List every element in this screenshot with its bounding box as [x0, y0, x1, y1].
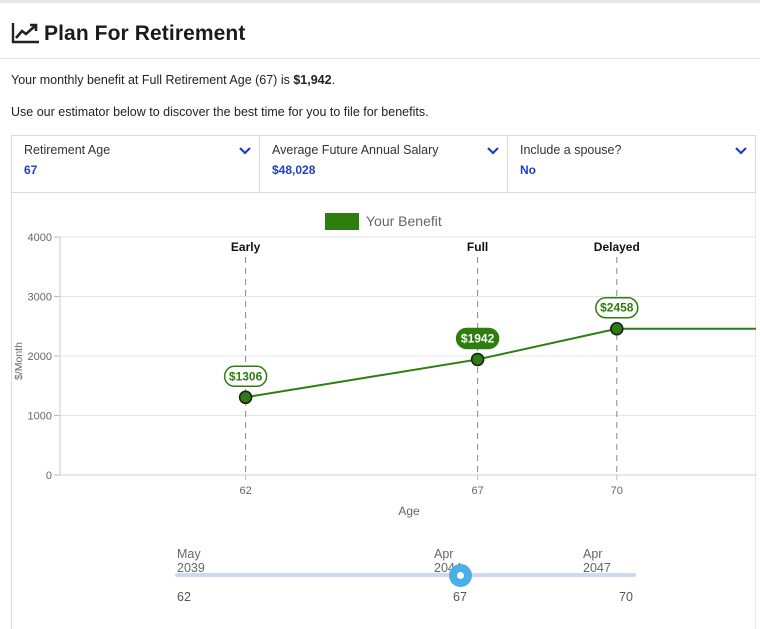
spouse-value: No	[520, 163, 536, 177]
salary-label: Average Future Annual Salary	[272, 143, 439, 157]
data-label-bubble	[595, 296, 639, 319]
benefit-summary: Your monthly benefit at Full Retirement …	[11, 73, 335, 87]
chevron-down-icon	[735, 147, 747, 155]
chart-panel	[11, 193, 756, 629]
slider-track[interactable]	[175, 573, 636, 577]
slider-thumb[interactable]	[449, 564, 472, 587]
slider-age-full: 67	[453, 590, 467, 604]
data-label: $1306	[229, 369, 263, 383]
top-border	[0, 0, 760, 3]
data-label: $1942	[461, 331, 495, 345]
chart-axes: 0 1000 2000 3000 4000 62 67 70	[28, 232, 756, 497]
y-tick-label: 3000	[28, 292, 52, 304]
y-tick-label: 0	[46, 470, 52, 482]
legend-swatch	[325, 213, 359, 230]
benefit-suffix: .	[331, 73, 336, 87]
x-axis-label: Age	[398, 504, 420, 518]
estimator-text: Use our estimator below to discover the …	[11, 105, 429, 119]
chevron-down-icon	[239, 147, 251, 155]
chart-series: $1306 $1942 $2458	[223, 296, 756, 405]
salary-select[interactable]: Average Future Annual Salary $48,028	[260, 136, 508, 192]
slider-date-early: May 2039	[177, 547, 205, 575]
spouse-label: Include a spouse?	[520, 143, 622, 157]
x-tick-label: 62	[239, 485, 251, 497]
salary-value: $48,028	[272, 163, 316, 177]
data-label-bubble	[455, 327, 500, 350]
retirement-age-label: Retirement Age	[24, 143, 111, 157]
marker-label-delayed: Delayed	[594, 240, 640, 254]
slider-date-delayed: Apr 2047	[583, 547, 611, 575]
x-tick-label: 70	[611, 485, 623, 497]
data-point	[470, 352, 485, 367]
page-header: Plan For Retirement	[0, 3, 760, 59]
spouse-select[interactable]: Include a spouse? No	[508, 136, 755, 192]
retirement-age-select[interactable]: Retirement Age 67	[12, 136, 260, 192]
chart-legend[interactable]: Your Benefit	[325, 213, 442, 230]
data-label: $2458	[600, 301, 634, 315]
legend-label: Your Benefit	[366, 213, 442, 229]
marker-label-full: Full	[467, 240, 488, 254]
data-point	[238, 390, 253, 405]
x-tick-label: 67	[471, 485, 483, 497]
retirement-age-value: 67	[24, 163, 38, 177]
y-axis-label: $/Month	[13, 342, 25, 380]
slider-age-delayed: 70	[619, 590, 633, 604]
slider-age-early: 62	[177, 590, 191, 604]
y-tick-label: 2000	[28, 351, 52, 363]
chart-markers: Early Full Delayed	[231, 240, 640, 475]
data-label-bubble	[223, 365, 268, 388]
chevron-down-icon	[487, 147, 499, 155]
benefit-prefix: Your monthly benefit at Full Retirement …	[11, 73, 294, 87]
y-tick-label: 4000	[28, 232, 52, 244]
line-chart-icon	[11, 23, 39, 44]
y-tick-label: 1000	[28, 411, 52, 423]
estimator-selectors: Retirement Age 67 Average Future Annual …	[11, 135, 756, 193]
page-title: Plan For Retirement	[44, 22, 246, 45]
chart-grid	[60, 236, 756, 476]
data-point	[610, 321, 624, 336]
series-line	[245, 327, 756, 399]
marker-label-early: Early	[231, 240, 261, 254]
benefit-amount: $1,942	[293, 73, 332, 87]
